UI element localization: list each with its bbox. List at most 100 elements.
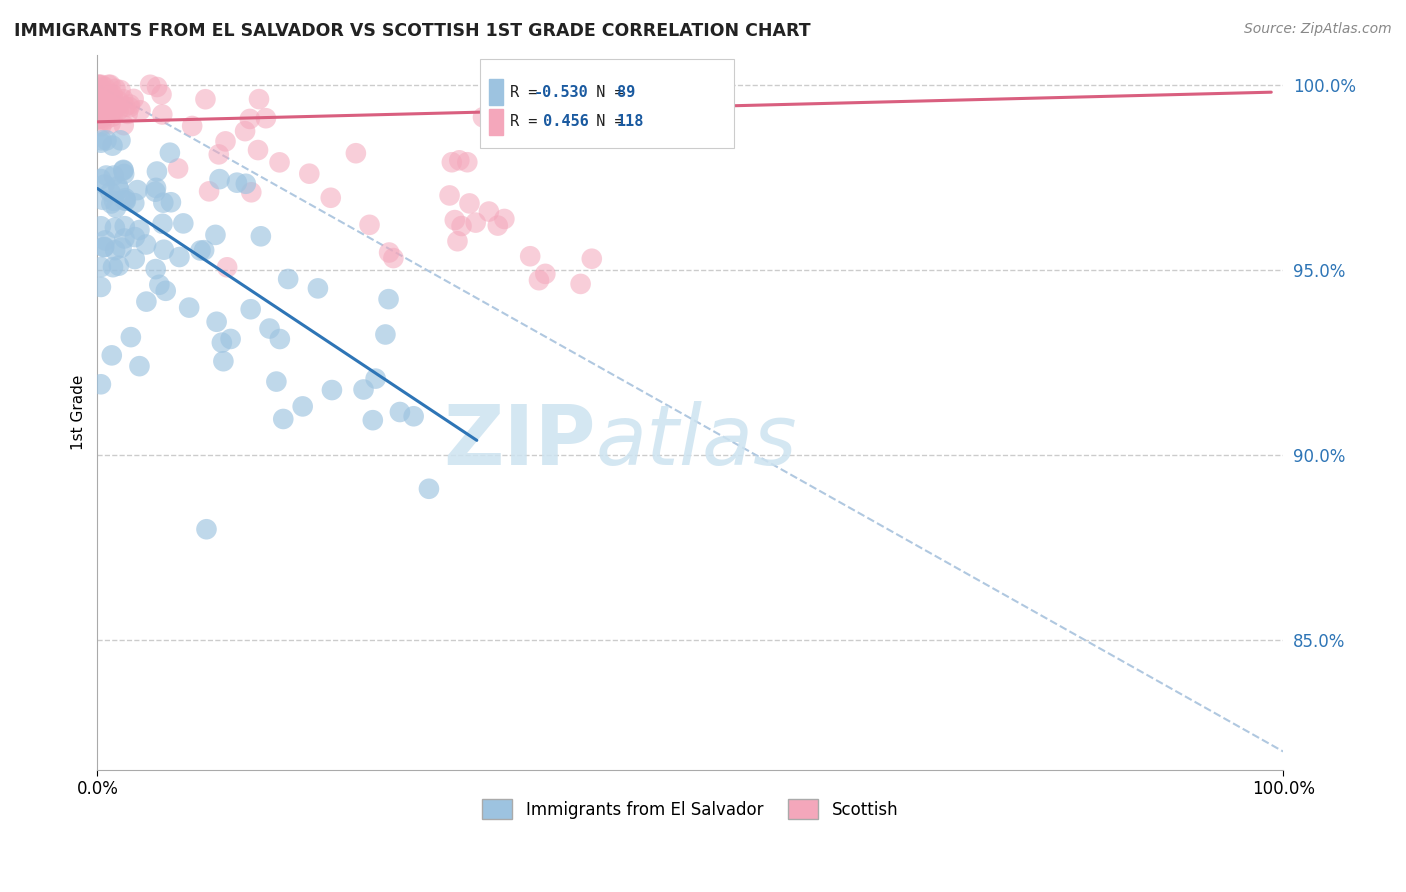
Point (90, 119, 112, 133)
Point (90, 133, 112, 147)
Point (100, 196, 122, 211)
Point (143, 185, 166, 199)
Point (90, 85, 112, 99)
Point (100, 117, 122, 131)
Text: R =: R = (510, 85, 547, 100)
Point (353, 383, 375, 397)
Point (89, 78, 111, 92)
Point (269, 332, 291, 346)
Point (148, 277, 170, 292)
Point (90, 113, 112, 128)
Point (93, 240, 115, 254)
Point (179, 301, 201, 315)
Point (145, 181, 167, 195)
Point (254, 112, 277, 126)
Point (98, 88, 121, 103)
Point (105, 201, 128, 215)
Point (94, 92, 117, 106)
Point (271, 412, 294, 426)
Point (90, 78, 112, 92)
Point (105, 99, 128, 113)
Point (208, 172, 231, 186)
Point (527, 273, 550, 287)
Point (94, 233, 117, 247)
Point (321, 383, 343, 397)
Point (181, 119, 204, 133)
Point (122, 92, 145, 106)
Point (93, 103, 115, 118)
Point (91, 193, 114, 207)
Point (100, 348, 122, 362)
Point (194, 92, 217, 106)
Point (90, 103, 112, 117)
Point (581, 252, 603, 266)
Point (519, 249, 541, 263)
Point (100, 186, 122, 200)
Point (344, 146, 367, 161)
Point (94, 86, 117, 100)
Point (239, 112, 262, 126)
Point (378, 245, 401, 260)
Point (478, 204, 501, 219)
Point (103, 194, 125, 208)
Point (101, 87, 124, 102)
Point (269, 155, 291, 169)
Point (129, 103, 152, 118)
Point (89, 105, 111, 120)
Point (205, 315, 228, 329)
Point (486, 219, 509, 233)
Point (124, 230, 146, 244)
Point (101, 110, 124, 124)
Point (235, 177, 257, 191)
Point (211, 335, 233, 350)
Point (91, 107, 114, 121)
Point (193, 243, 215, 257)
Y-axis label: 1st Grade: 1st Grade (72, 375, 86, 450)
Point (152, 217, 174, 231)
Point (94, 169, 117, 183)
Point (494, 211, 516, 226)
Point (89, 112, 111, 126)
Point (90, 99, 112, 113)
Text: R =: R = (510, 114, 547, 129)
Point (87, 78, 110, 92)
Point (89, 107, 111, 121)
Text: N =: N = (578, 85, 633, 100)
Point (91, 96, 114, 111)
Point (89, 87, 111, 101)
Point (97, 92, 120, 106)
Point (93, 103, 115, 117)
Point (97, 95, 120, 109)
Point (91, 93, 114, 107)
Point (127, 183, 149, 197)
Point (233, 124, 256, 138)
Point (361, 413, 384, 427)
Point (91, 85, 114, 99)
Point (89, 110, 111, 124)
Point (226, 176, 249, 190)
Point (107, 94, 129, 108)
FancyBboxPatch shape (489, 109, 503, 135)
Point (90, 136, 112, 150)
Point (195, 522, 218, 536)
Point (464, 216, 486, 230)
Point (319, 191, 342, 205)
Point (472, 110, 495, 124)
Point (443, 213, 465, 227)
Point (110, 133, 132, 147)
Point (107, 179, 129, 194)
Point (90, 105, 112, 120)
Point (112, 231, 135, 245)
Point (247, 92, 270, 106)
Point (266, 375, 288, 389)
Point (87, 90, 110, 104)
Point (90, 92, 112, 106)
Point (90, 94, 112, 108)
Point (101, 260, 124, 275)
Point (446, 234, 468, 248)
Point (117, 107, 139, 121)
Point (534, 267, 557, 281)
Point (153, 243, 176, 257)
FancyBboxPatch shape (481, 59, 734, 148)
Point (111, 241, 134, 255)
